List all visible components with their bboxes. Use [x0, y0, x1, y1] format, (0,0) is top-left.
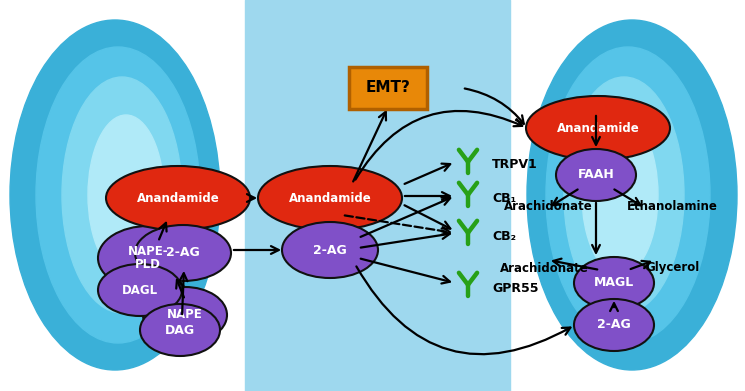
Text: Anandamide: Anandamide — [136, 192, 219, 204]
Text: DAG: DAG — [165, 323, 195, 337]
Text: NAPE-
PLD: NAPE- PLD — [127, 245, 168, 271]
Ellipse shape — [10, 20, 220, 370]
Text: MAGL: MAGL — [594, 276, 634, 289]
Text: 2-AG: 2-AG — [597, 319, 631, 332]
Ellipse shape — [88, 115, 164, 275]
Ellipse shape — [564, 77, 684, 313]
Ellipse shape — [546, 47, 710, 343]
Text: CB₁: CB₁ — [492, 192, 516, 204]
Ellipse shape — [98, 264, 182, 316]
Text: GPR55: GPR55 — [492, 282, 539, 294]
Text: NAPE: NAPE — [167, 308, 203, 321]
Ellipse shape — [258, 166, 402, 230]
Text: Ethanolamine: Ethanolamine — [627, 201, 717, 213]
Text: FAAH: FAAH — [577, 169, 615, 181]
Ellipse shape — [582, 115, 658, 275]
Ellipse shape — [106, 166, 250, 230]
Ellipse shape — [98, 226, 198, 290]
Text: Arachidonate: Arachidonate — [504, 201, 592, 213]
Text: DAGL: DAGL — [122, 283, 158, 296]
Text: Arachidonate: Arachidonate — [500, 262, 589, 274]
Ellipse shape — [556, 149, 636, 201]
Text: TRPV1: TRPV1 — [492, 158, 538, 172]
Ellipse shape — [574, 257, 654, 309]
Ellipse shape — [135, 225, 231, 281]
Text: 2-AG: 2-AG — [313, 244, 347, 256]
Ellipse shape — [527, 20, 737, 370]
Ellipse shape — [143, 287, 227, 343]
Ellipse shape — [574, 299, 654, 351]
FancyBboxPatch shape — [349, 67, 427, 109]
Ellipse shape — [282, 222, 378, 278]
Text: CB₂: CB₂ — [492, 230, 516, 242]
Ellipse shape — [140, 304, 220, 356]
Text: Glycerol: Glycerol — [645, 262, 699, 274]
Ellipse shape — [62, 77, 182, 313]
Text: Anandamide: Anandamide — [288, 192, 371, 204]
Text: 2-AG: 2-AG — [166, 246, 200, 260]
Text: EMT?: EMT? — [366, 81, 410, 95]
Ellipse shape — [36, 47, 200, 343]
Ellipse shape — [526, 96, 670, 160]
Text: Anandamide: Anandamide — [557, 122, 639, 135]
